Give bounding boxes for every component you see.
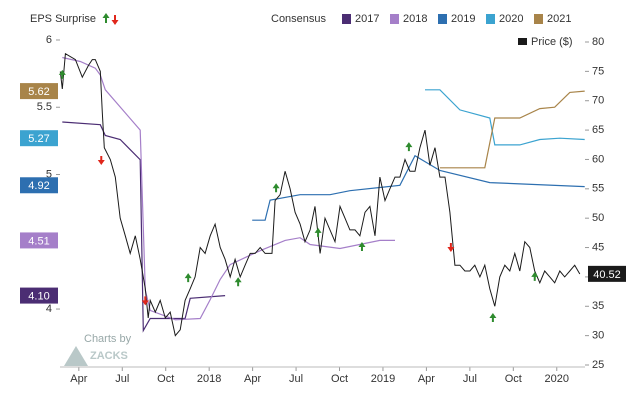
- consensus-badge: [20, 177, 58, 194]
- x-tick-label: Jul: [289, 373, 303, 385]
- consensus-badge: [20, 83, 58, 100]
- y-tick-label: 6: [46, 34, 52, 46]
- legend-label: 2017: [355, 13, 379, 25]
- consensus-badge-label: 5.62: [28, 86, 49, 98]
- legend-price-swatch: [518, 38, 527, 45]
- legend-label: 2020: [499, 13, 523, 25]
- x-tick-label: 2018: [197, 373, 221, 385]
- consensus-badge: [20, 287, 58, 304]
- consensus-line: [252, 154, 585, 221]
- watermark-logo: [64, 346, 88, 366]
- y2-tick-label: 25: [592, 359, 604, 371]
- surprise-arrow: [184, 273, 192, 283]
- consensus-badge-label: 4.92: [28, 180, 49, 192]
- surprise-arrow: [447, 242, 455, 252]
- price-badge-label: 40.52: [593, 269, 621, 281]
- legend-swatch: [390, 14, 399, 24]
- consensus-badge: [20, 232, 58, 249]
- price-line: [59, 52, 581, 337]
- y2-tick-label: 80: [592, 36, 604, 48]
- x-tick-label: Oct: [331, 373, 348, 385]
- y2-tick-label: 70: [592, 95, 604, 107]
- y-tick-label: 5.5: [37, 101, 52, 113]
- y2-tick-label: 50: [592, 212, 604, 224]
- surprise-arrow: [314, 227, 322, 237]
- legend-swatch: [486, 14, 495, 24]
- legend-up-arrow: [102, 13, 110, 23]
- consensus-line: [62, 56, 395, 321]
- y2-tick-label: 75: [592, 65, 604, 77]
- surprise-arrow: [58, 69, 66, 79]
- x-tick-label: Oct: [505, 373, 522, 385]
- consensus-line: [439, 90, 585, 169]
- y2-tick-label: 60: [592, 153, 604, 165]
- surprise-arrow: [405, 142, 413, 152]
- legend-surprise: EPS Surprise: [30, 13, 96, 25]
- surprise-arrow: [97, 156, 105, 166]
- surprise-arrow: [272, 183, 280, 193]
- x-tick-label: 2020: [545, 373, 569, 385]
- x-tick-label: Jul: [115, 373, 129, 385]
- x-tick-label: Apr: [418, 373, 435, 385]
- legend-consensus: Consensus: [271, 13, 327, 25]
- legend-label: 2021: [547, 13, 571, 25]
- consensus-badge-label: 5.27: [28, 133, 49, 145]
- surprise-arrow: [234, 277, 242, 287]
- y2-tick-label: 45: [592, 241, 604, 253]
- legend-label: 2019: [451, 13, 475, 25]
- legend-swatch: [534, 14, 543, 24]
- y2-tick-label: 55: [592, 183, 604, 195]
- x-tick-label: Apr: [244, 373, 261, 385]
- y2-tick-label: 65: [592, 124, 604, 136]
- price-badge: [588, 265, 626, 282]
- surprise-arrow: [358, 241, 366, 251]
- legend-swatch: [438, 14, 447, 24]
- consensus-badge: [20, 130, 58, 147]
- legend-down-arrow: [111, 15, 119, 25]
- x-tick-label: Jul: [463, 373, 477, 385]
- consensus-badge-label: 4.51: [28, 235, 49, 247]
- x-tick-label: Apr: [70, 373, 87, 385]
- surprise-arrow: [141, 296, 149, 306]
- consensus-badge-label: 4.10: [28, 290, 49, 302]
- legend-swatch: [342, 14, 351, 24]
- consensus-line: [425, 89, 585, 146]
- legend-price-label: Price ($): [531, 36, 573, 48]
- x-tick-label: 2019: [371, 373, 395, 385]
- y2-tick-label: 30: [592, 330, 604, 342]
- surprise-arrow: [531, 271, 539, 281]
- watermark-top: Charts by: [84, 333, 132, 345]
- y-tick-label: 5: [46, 168, 52, 180]
- surprise-arrow: [489, 313, 497, 323]
- legend-label: 2018: [403, 13, 427, 25]
- y-tick-label: 4: [46, 303, 52, 315]
- y2-tick-label: 35: [592, 300, 604, 312]
- watermark-brand: ZACKS: [90, 350, 128, 362]
- x-tick-label: Oct: [157, 373, 174, 385]
